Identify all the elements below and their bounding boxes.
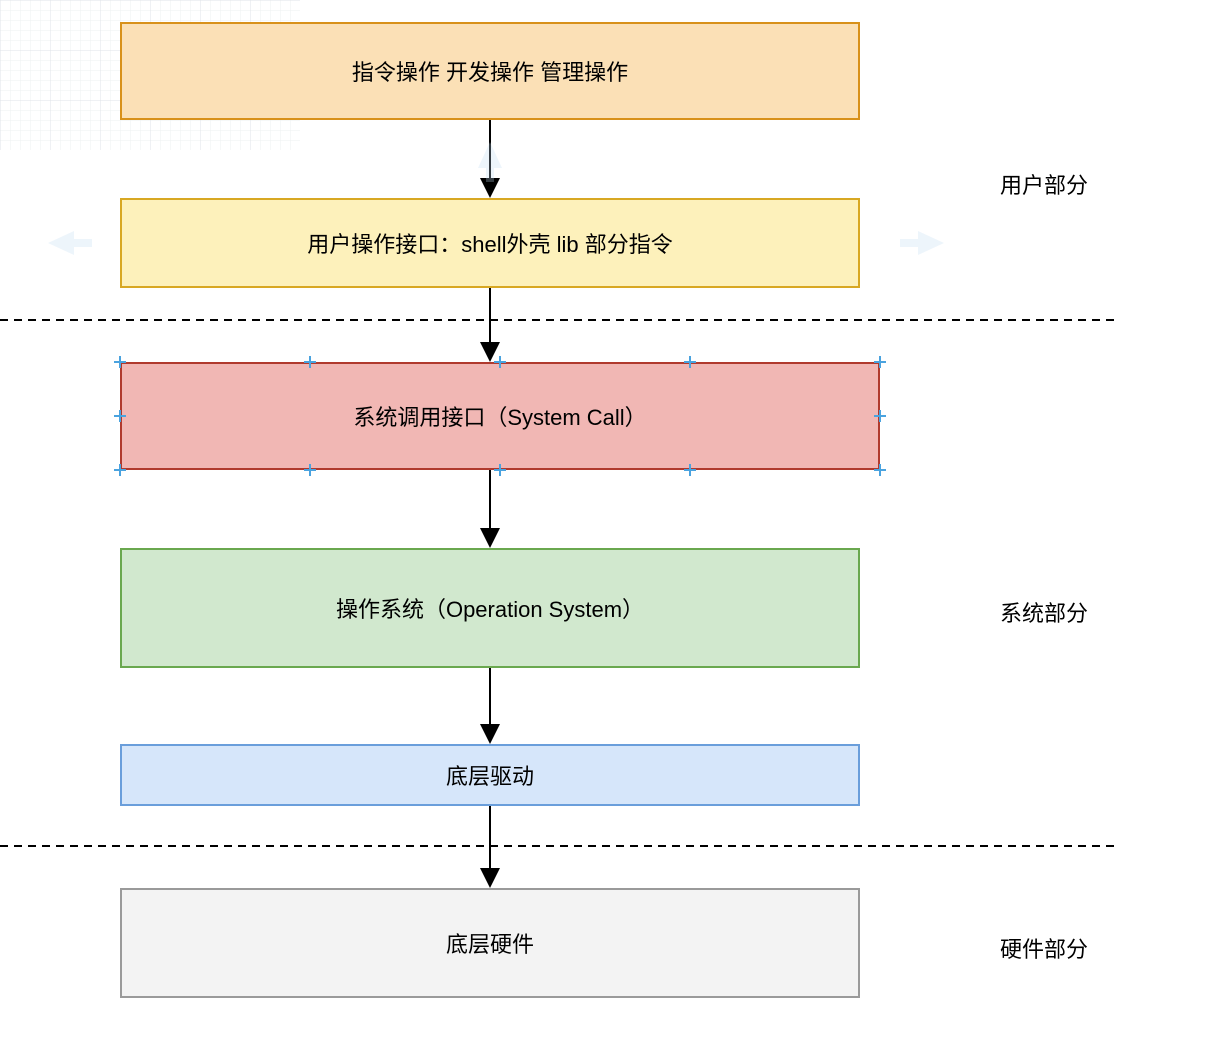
node-operating-system[interactable]: 操作系统（Operation System）	[120, 548, 860, 668]
node-driver[interactable]: 底层驱动	[120, 744, 860, 806]
node-driver-label: 底层驱动	[446, 759, 534, 791]
label-user-section: 用户部分	[1000, 168, 1088, 200]
node-system-call-label: 系统调用接口（System Call）	[353, 400, 646, 432]
node-operating-system-label: 操作系统（Operation System）	[336, 592, 644, 624]
nav-arrow-left-icon[interactable]	[48, 231, 92, 255]
node-operations-label: 指令操作 开发操作 管理操作	[352, 55, 628, 87]
diagram-canvas: 指令操作 开发操作 管理操作 用户操作接口：shell外壳 lib 部分指令 系…	[0, 0, 1218, 1064]
node-system-call[interactable]: 系统调用接口（System Call）	[120, 362, 880, 470]
node-user-interface-label: 用户操作接口：shell外壳 lib 部分指令	[307, 227, 672, 259]
node-hardware[interactable]: 底层硬件	[120, 888, 860, 998]
node-operations[interactable]: 指令操作 开发操作 管理操作	[120, 22, 860, 120]
nav-arrow-right-icon[interactable]	[900, 231, 944, 255]
label-system-section: 系统部分	[1000, 596, 1088, 628]
label-hardware-section: 硬件部分	[1000, 932, 1088, 964]
node-hardware-label: 底层硬件	[446, 927, 534, 959]
node-user-interface[interactable]: 用户操作接口：shell外壳 lib 部分指令	[120, 198, 860, 288]
nav-arrow-up-icon[interactable]	[478, 142, 502, 182]
